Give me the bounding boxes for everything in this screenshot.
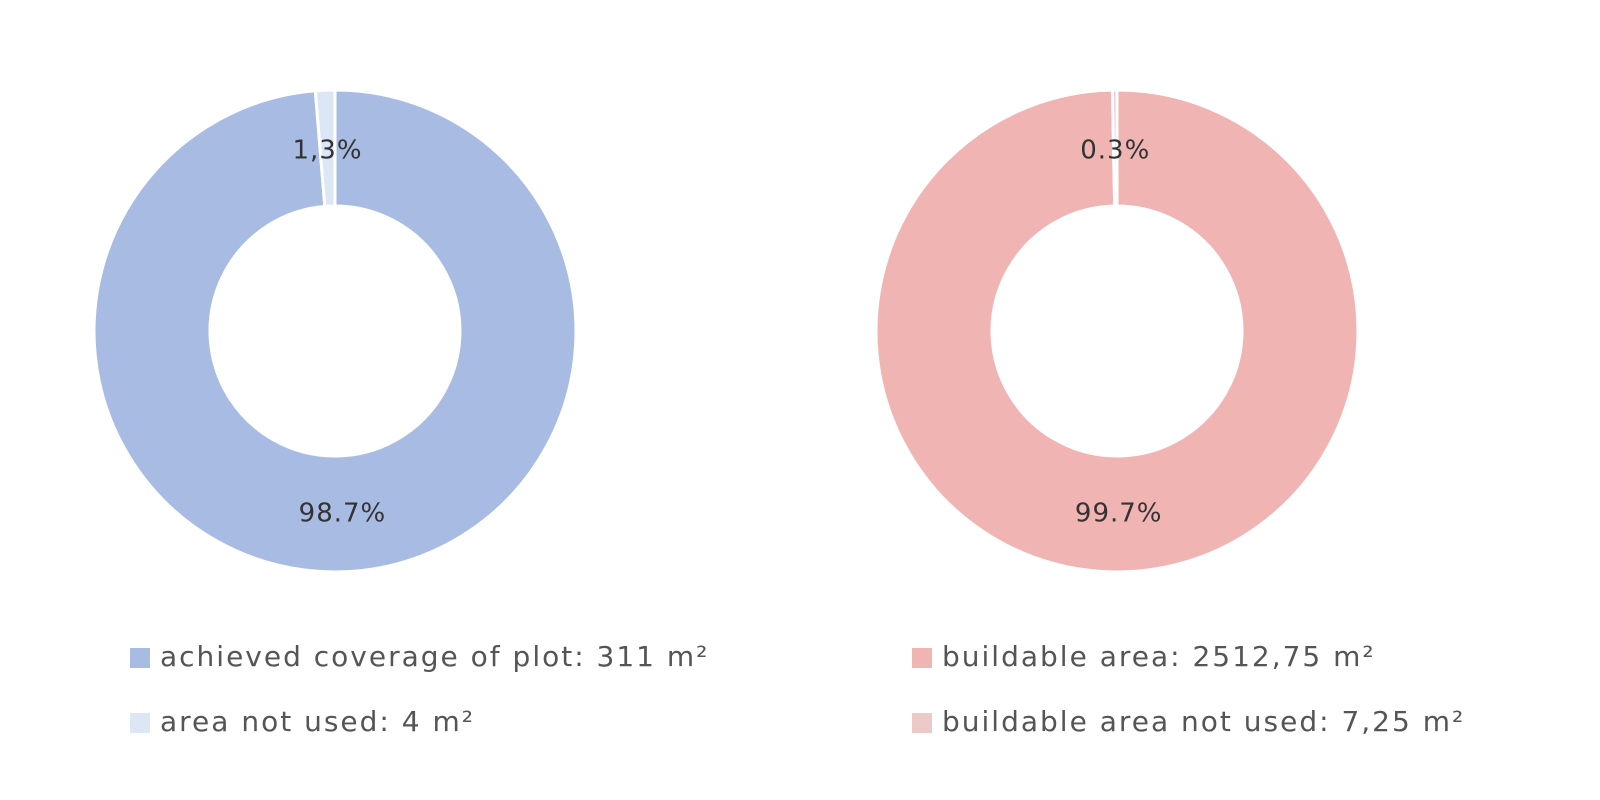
legend-label: achieved coverage of plot: 311 m² (160, 640, 709, 673)
legend-swatch (130, 713, 150, 733)
donut-segment (1110, 88, 1119, 208)
donut-segment (313, 88, 337, 209)
value-label: 98.7% (299, 498, 387, 528)
legend-label: buildable area: 2512,75 m² (942, 640, 1376, 673)
value-label: 0.3% (1080, 136, 1150, 166)
legend-swatch (130, 648, 150, 668)
legend-swatch (912, 713, 932, 733)
value-label: 1,3% (292, 136, 362, 166)
legend-swatch (912, 648, 932, 668)
legend-label: area not used: 4 m² (160, 705, 475, 738)
legend-label: buildable area not used: 7,25 m² (942, 705, 1465, 738)
donut-segment (92, 88, 578, 574)
donut-segment (874, 88, 1360, 574)
value-label: 99.7% (1075, 498, 1163, 528)
